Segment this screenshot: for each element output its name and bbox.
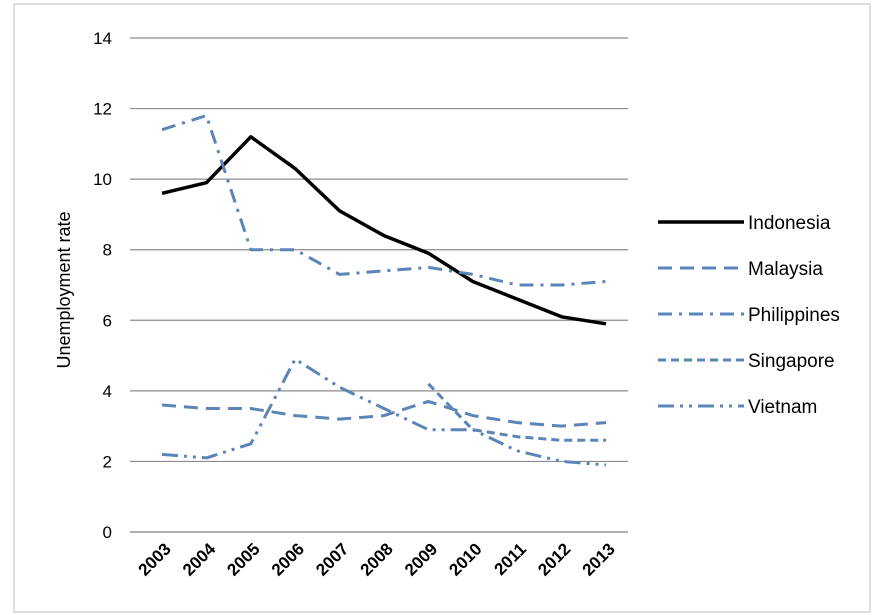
x-tick-label: 2012 [534,539,574,579]
series-line-philippines [161,114,607,287]
y-tick-label: 4 [103,382,112,401]
chart-frame [13,3,871,613]
y-tick-label: 6 [103,311,112,330]
legend-label-vietnam: Vietnam [748,397,817,418]
x-tick-label: 2011 [491,539,531,579]
x-tick-label: 2006 [268,539,308,579]
x-tick-label: 2013 [579,539,619,579]
y-tick-label: 8 [103,241,112,260]
legend-label-singapore: Singapore [748,351,835,372]
y-tick-label: 0 [103,523,112,542]
x-tick-label: 2007 [312,539,352,579]
series-line-vietnam [161,357,607,467]
x-tick-label: 2009 [401,539,441,579]
x-tick-label: 2008 [357,539,397,579]
x-tick-label: 2003 [135,539,175,579]
y-tick-label: 2 [103,452,112,471]
y-tick-label: 10 [93,170,112,189]
y-tick-label: 12 [93,100,112,119]
y-tick-label: 14 [93,29,112,48]
series-line-malaysia [161,399,607,428]
x-tick-label: 2004 [179,539,220,580]
series-line-indonesia [161,135,607,326]
y-axis-label: Unemployment rate [54,211,74,368]
legend-label-indonesia: Indonesia [748,213,831,234]
x-tick-label: 2005 [223,539,263,579]
legend-label-philippines: Philippines [748,305,840,326]
legend-label-malaysia: Malaysia [748,259,823,280]
x-tick-label: 2010 [445,539,485,579]
series-line-singapore [427,382,606,442]
